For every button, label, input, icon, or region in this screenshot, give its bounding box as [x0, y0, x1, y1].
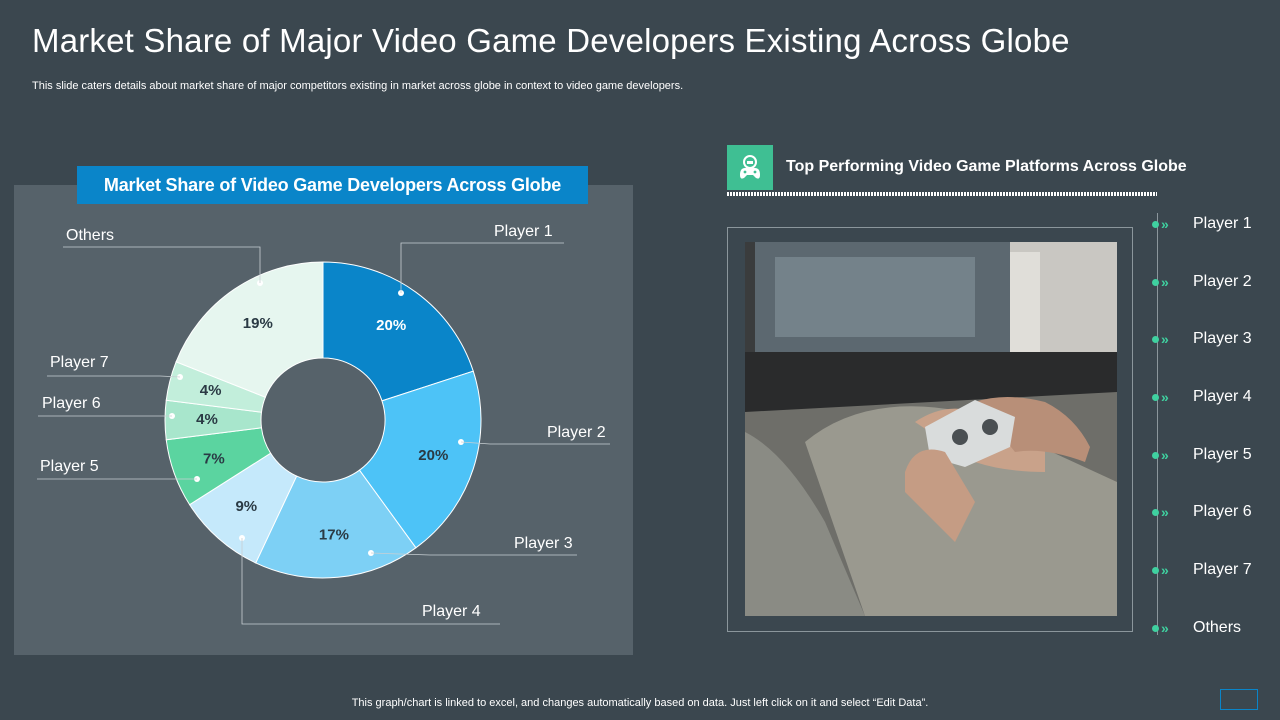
slice-value-label: 17%	[319, 526, 349, 543]
leader-line	[47, 375, 181, 378]
player-list-item: » Others	[1152, 617, 1241, 639]
photo-frame	[727, 227, 1133, 632]
platforms-heading: Top Performing Video Game Platforms Acro…	[786, 158, 1187, 175]
category-label: Player 1	[494, 223, 553, 240]
footer-note: This graph/chart is linked to excel, and…	[351, 697, 929, 709]
leader-line	[370, 552, 577, 556]
timeline-line	[1157, 213, 1158, 635]
player-label: Player 2	[1193, 273, 1252, 290]
donut-slice-player-2[interactable]	[358, 370, 482, 549]
double-chevron-icon: »	[1152, 389, 1176, 405]
slice-value-label: 7%	[203, 450, 225, 467]
player-label: Player 3	[1193, 330, 1252, 347]
double-chevron-icon: »	[1152, 216, 1176, 232]
player-label: Player 5	[1193, 446, 1252, 463]
player-list-item: » Player 1	[1152, 213, 1252, 235]
double-chevron-icon: »	[1152, 274, 1176, 290]
slice-value-label: 20%	[376, 317, 406, 334]
corner-box	[1220, 689, 1258, 710]
player-label: Player 4	[1193, 388, 1252, 405]
double-chevron-icon: »	[1152, 620, 1176, 636]
double-chevron-icon: »	[1152, 447, 1176, 463]
player-list-item: » Player 2	[1152, 271, 1252, 293]
player-list-item: » Player 7	[1152, 559, 1252, 581]
heading-divider	[727, 192, 1157, 196]
double-chevron-icon: »	[1152, 331, 1176, 347]
player-list-item: » Player 5	[1152, 444, 1252, 466]
player-label: Player 7	[1193, 561, 1252, 578]
category-label: Player 5	[40, 458, 99, 475]
gaming-photo	[745, 242, 1117, 616]
player-list-item: » Player 4	[1152, 386, 1252, 408]
category-label: Player 2	[547, 424, 606, 441]
donut-slice-player-3[interactable]	[255, 469, 417, 579]
slice-value-label: 19%	[243, 315, 273, 332]
slide-subtitle: This slide caters details about market s…	[32, 80, 684, 92]
category-label: Player 6	[42, 395, 101, 412]
leader-line	[241, 538, 500, 625]
category-label: Others	[66, 227, 114, 244]
category-label: Player 4	[422, 603, 481, 620]
double-chevron-icon: »	[1152, 504, 1176, 520]
double-chevron-icon: »	[1152, 562, 1176, 578]
player-label: Player 6	[1193, 503, 1252, 520]
chart-title: Market Share of Video Game Developers Ac…	[77, 166, 588, 204]
donut-slice-player-1[interactable]	[322, 261, 474, 402]
slice-value-label: 4%	[196, 411, 218, 428]
leader-line	[400, 242, 564, 293]
slice-value-label: 4%	[200, 382, 222, 399]
slice-value-label: 9%	[235, 498, 257, 515]
donut-slice-others[interactable]	[175, 261, 324, 398]
slide-title: Market Share of Major Video Game Develop…	[32, 22, 1070, 59]
category-label: Player 3	[514, 535, 573, 552]
player-label: Player 1	[1193, 215, 1252, 232]
player-label: Others	[1193, 619, 1242, 636]
player-list-item: » Player 6	[1152, 501, 1252, 523]
leader-line	[63, 246, 261, 283]
leader-line	[460, 441, 610, 445]
category-label: Player 7	[50, 354, 109, 371]
game-controller-icon	[727, 145, 773, 190]
slice-value-label: 20%	[418, 447, 448, 464]
player-list-item: » Player 3	[1152, 328, 1252, 350]
